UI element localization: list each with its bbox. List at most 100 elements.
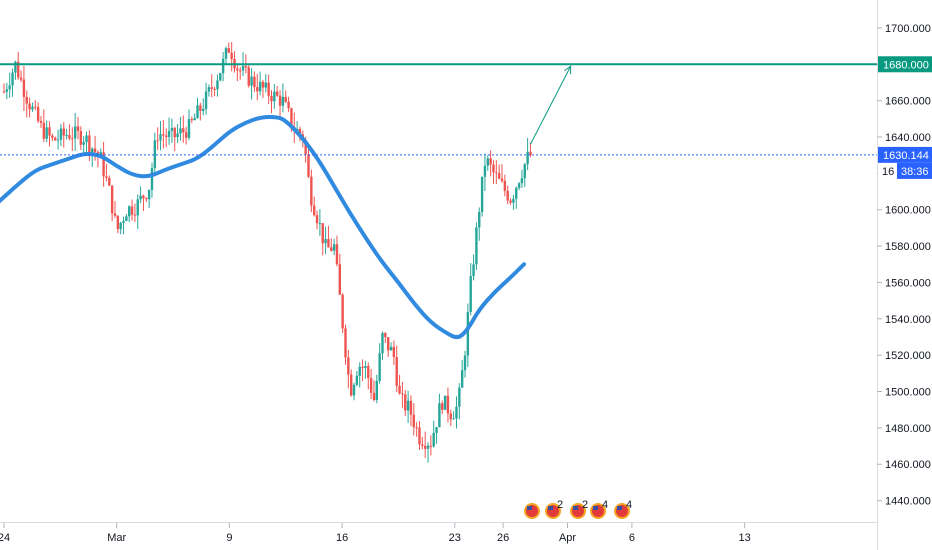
candle [227, 42, 231, 54]
candle [96, 150, 100, 168]
candle [213, 86, 216, 97]
candle [179, 116, 182, 141]
candle [395, 345, 398, 393]
candle-body [142, 195, 145, 199]
event-us-icon[interactable]: 4 [590, 499, 608, 519]
candle-body [31, 106, 34, 110]
time-axis[interactable]: 24 Mar 9 16 23 26 Apr 6 13 [0, 522, 878, 545]
economic-events: 2 2 4 4 [524, 499, 632, 519]
candle [273, 83, 276, 109]
candle-body [88, 135, 91, 153]
candle [409, 395, 413, 427]
candle-body [406, 400, 410, 411]
candle-body [247, 67, 250, 86]
candle-body [8, 85, 11, 90]
candle-body [287, 101, 290, 109]
price-tick-label: 1440.000 [885, 496, 931, 508]
candle-body [113, 213, 117, 216]
candle-body [216, 80, 219, 90]
candle [361, 359, 364, 381]
candle-body [182, 128, 185, 133]
candle [355, 371, 359, 387]
candle [332, 238, 336, 256]
candle-body [241, 65, 245, 71]
candle-body [304, 139, 307, 155]
candle-body [483, 165, 487, 177]
candle [446, 387, 450, 423]
candle [401, 381, 404, 408]
candle [460, 359, 464, 388]
candle [404, 389, 407, 417]
event-us-icon[interactable] [524, 503, 540, 519]
candle-body [65, 135, 68, 137]
event-us-icon[interactable]: 4 [614, 499, 632, 519]
candle-body [219, 73, 222, 81]
plot-area[interactable]: 2 2 4 4 [0, 42, 878, 519]
current-price-tag: 1630.144 16 38:36 [878, 146, 932, 179]
candle-body [139, 195, 142, 200]
candle [475, 222, 478, 271]
time-ticks: 24 Mar 9 16 23 26 Apr 6 13 [0, 523, 751, 544]
candle-body [173, 127, 176, 138]
candle-body [230, 52, 233, 60]
candle [76, 117, 80, 140]
candle [472, 254, 475, 281]
candle-body [506, 190, 509, 201]
candle-body [36, 106, 40, 121]
candle [287, 96, 290, 112]
candle-body [361, 366, 364, 368]
candle-body [318, 223, 322, 225]
candle [335, 235, 339, 267]
candle-body [466, 312, 470, 356]
trend-arrow[interactable] [530, 65, 572, 145]
candle-body [315, 215, 319, 224]
candle-body [128, 206, 131, 217]
candle [128, 205, 131, 223]
candle [224, 46, 228, 65]
event-us-icon[interactable]: 2 [570, 499, 588, 519]
candle [93, 135, 97, 161]
candle-body [330, 247, 333, 251]
candle-body [116, 215, 120, 230]
price-axis[interactable]: 1440.000 1460.000 1480.000 1500.000 1520.000… [877, 0, 931, 550]
candle-body [367, 366, 370, 379]
candle [520, 169, 524, 188]
candle [253, 71, 256, 92]
candle-body [503, 181, 507, 191]
candle-body [478, 211, 481, 228]
candle-body [529, 151, 532, 156]
candle-body [187, 119, 191, 138]
candle-body [51, 135, 54, 138]
candle-body [156, 140, 159, 142]
candle [62, 122, 65, 148]
candle-body [22, 79, 26, 97]
candle-body [384, 333, 387, 338]
candle-body [310, 176, 313, 206]
candle [500, 164, 504, 183]
candle-body [79, 131, 83, 145]
candle-body [224, 48, 228, 59]
svg-text:2: 2 [557, 499, 563, 511]
candle-body [327, 239, 330, 248]
candle [515, 186, 518, 209]
candle-body [130, 206, 134, 215]
candle-body [475, 227, 478, 265]
candle [307, 147, 310, 179]
price-tick-label: 1600.000 [885, 205, 931, 217]
candle [364, 360, 367, 379]
candle [435, 426, 438, 444]
candle [517, 182, 521, 191]
candle-body [56, 139, 60, 141]
candle [236, 65, 239, 82]
candle-body [352, 384, 356, 396]
candle [432, 420, 435, 448]
candle [503, 174, 507, 197]
candle-body [455, 406, 458, 419]
candle [56, 129, 60, 150]
event-us-icon[interactable]: 2 [545, 499, 563, 519]
candle [415, 422, 418, 437]
candle-body [59, 128, 63, 140]
candle-body [108, 177, 111, 186]
candle-body [355, 375, 359, 385]
